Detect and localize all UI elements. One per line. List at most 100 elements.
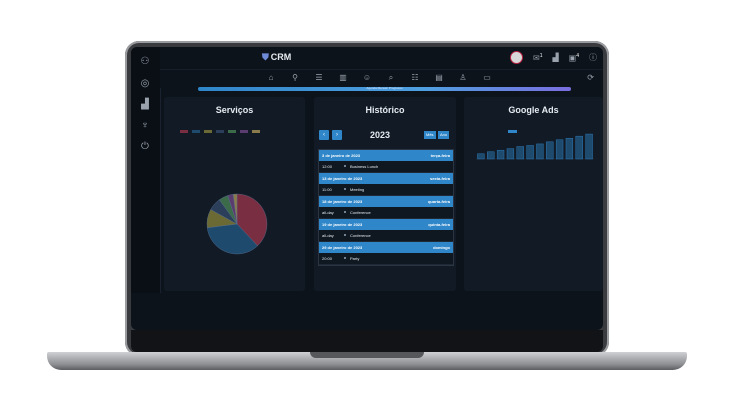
info-icon[interactable]: ⓘ	[589, 53, 597, 62]
legend-item[interactable]	[228, 130, 237, 133]
sidebar: ⚇ ◎ ▟ ♆ ⏻	[131, 47, 161, 293]
event-row[interactable]: all-day Conference	[319, 230, 453, 242]
bar[interactable]	[496, 149, 505, 160]
calendar-header: ‹ › 2023 Mês Ano	[318, 130, 454, 142]
event-weekday: sexta-feira	[429, 176, 450, 181]
event-weekday: quinta-feira	[428, 222, 450, 227]
event-row[interactable]: 20:00 Party	[319, 253, 453, 265]
pie-slice[interactable]	[207, 223, 258, 255]
event-title: Conference	[350, 233, 371, 238]
legend-swatch	[216, 130, 224, 133]
legend-item[interactable]	[240, 130, 249, 133]
profile-icon[interactable]: ♙	[459, 73, 467, 82]
legend-swatch	[252, 130, 260, 133]
bar[interactable]	[575, 135, 583, 160]
google-ads-title: Google Ads	[508, 105, 559, 115]
app-logo[interactable]: ⛊ CRM	[262, 52, 291, 63]
legend-swatch	[180, 130, 188, 133]
ticket-icon[interactable]: ▭	[483, 73, 491, 82]
bar[interactable]	[536, 143, 544, 160]
next-button[interactable]: ›	[332, 130, 342, 140]
pie-slice[interactable]	[236, 193, 268, 247]
event-date: 13 de janeiro de 2023	[322, 176, 363, 181]
legend-item[interactable]	[216, 130, 225, 133]
document-icon[interactable]: ▤	[435, 73, 443, 82]
team-icon[interactable]: ☷	[411, 73, 419, 82]
bar[interactable]	[555, 139, 564, 160]
legend-item[interactable]	[180, 130, 189, 133]
event-date: 29 de janeiro de 2023	[322, 245, 363, 250]
bar[interactable]	[477, 153, 485, 160]
target-icon[interactable]: ◎	[140, 78, 150, 89]
event-dot-icon	[344, 257, 346, 259]
event-time: 20:00	[322, 256, 333, 261]
app-title: CRM	[270, 52, 292, 62]
event-time: all-day	[322, 210, 334, 215]
laptop-base	[47, 352, 687, 370]
services-legend	[180, 130, 300, 133]
avatar[interactable]	[510, 51, 524, 64]
bar[interactable]	[506, 148, 515, 160]
event-row[interactable]: 11:00 Meeting	[319, 184, 453, 196]
event-date-header[interactable]: 18 de janeiro de 2023 quarta-feira	[319, 196, 453, 207]
view-year-button[interactable]: Ano	[438, 131, 450, 139]
event-weekday: quarta-feira	[427, 199, 450, 204]
history-title: Histórico	[365, 105, 405, 115]
event-dot-icon	[344, 234, 346, 236]
power-icon[interactable]: ⏻	[141, 141, 149, 152]
bar[interactable]	[565, 138, 574, 160]
view-month-button[interactable]: Mês	[424, 131, 436, 139]
mail-icon[interactable]: ✉1	[533, 52, 543, 63]
legend-item[interactable]	[192, 130, 201, 133]
event-date-header[interactable]: 3 de janeiro de 2023 terça-feira	[319, 150, 453, 161]
google-ads-card: Google Ads	[464, 97, 603, 291]
home-icon[interactable]: ⌂	[268, 73, 274, 82]
bar[interactable]	[487, 151, 495, 160]
bar[interactable]	[526, 145, 534, 160]
services-card: Serviços	[164, 97, 305, 291]
user-add-icon[interactable]: ⚲	[292, 73, 298, 82]
event-date-header[interactable]: 29 de janeiro de 2023 domingo	[319, 242, 453, 253]
google-ads-legend	[508, 130, 519, 133]
event-row[interactable]: all-day Conference	[319, 207, 453, 219]
laptop-notch	[310, 352, 424, 358]
bar[interactable]	[585, 133, 593, 160]
inbox-icon[interactable]: ☰	[315, 73, 323, 82]
screen: ⚇ ◎ ▟ ♆ ⏻ ⛊ CRM ✉1 ▟ ▣4 ⓘ ⌂ ⚲ ☰ ▥ ☺ ⌕ ☷ ▤…	[131, 47, 603, 330]
event-weekday: domingo	[433, 245, 450, 250]
refresh-icon[interactable]: ⟳	[587, 73, 594, 82]
event-time: 11:00	[322, 187, 332, 192]
building-icon[interactable]: ▥	[339, 73, 347, 82]
event-time: all-day	[322, 233, 334, 238]
legend-swatch	[508, 130, 517, 133]
prev-button[interactable]: ‹	[319, 130, 329, 140]
top-right-actions: ✉1 ▟ ▣4 ⓘ	[510, 51, 597, 64]
event-dot-icon	[344, 165, 346, 167]
search-icon[interactable]: ⌕	[388, 73, 394, 82]
event-date: 18 de janeiro de 2023	[322, 199, 363, 204]
stats-icon[interactable]: ▟	[552, 53, 559, 62]
event-time: 12:00	[322, 164, 333, 169]
pie-slice[interactable]	[233, 193, 238, 225]
legend-swatch	[192, 130, 200, 133]
notification-icon[interactable]: ▣4	[568, 52, 579, 63]
bar[interactable]	[546, 141, 554, 160]
event-dot-icon	[344, 188, 346, 190]
navbar: ⌂ ⚲ ☰ ▥ ☺ ⌕ ☷ ▤ ♙ ▭ ⟳	[160, 69, 603, 88]
event-weekday: terça-feira	[430, 153, 450, 158]
event-row[interactable]: 12:00 Business Lunch	[319, 161, 453, 173]
user-settings-icon[interactable]: ☺	[362, 73, 372, 82]
event-title: Conference	[350, 210, 371, 215]
legend-item[interactable]	[204, 130, 213, 133]
event-title: Meeting	[350, 187, 365, 192]
chart-icon[interactable]: ▟	[141, 99, 149, 110]
event-date-header[interactable]: 19 de janeiro de 2023 quinta-feira	[319, 219, 453, 230]
bar[interactable]	[516, 146, 524, 160]
users-icon[interactable]: ⚇	[140, 56, 150, 67]
legend-item[interactable]	[252, 130, 261, 133]
event-date-header[interactable]: 13 de janeiro de 2023 sexta-feira	[319, 173, 453, 184]
event-date: 19 de janeiro de 2023	[322, 222, 363, 227]
plant-icon[interactable]: ♆	[141, 120, 149, 131]
event-title: Party	[350, 256, 360, 261]
shield-icon: ⛊	[262, 52, 269, 62]
